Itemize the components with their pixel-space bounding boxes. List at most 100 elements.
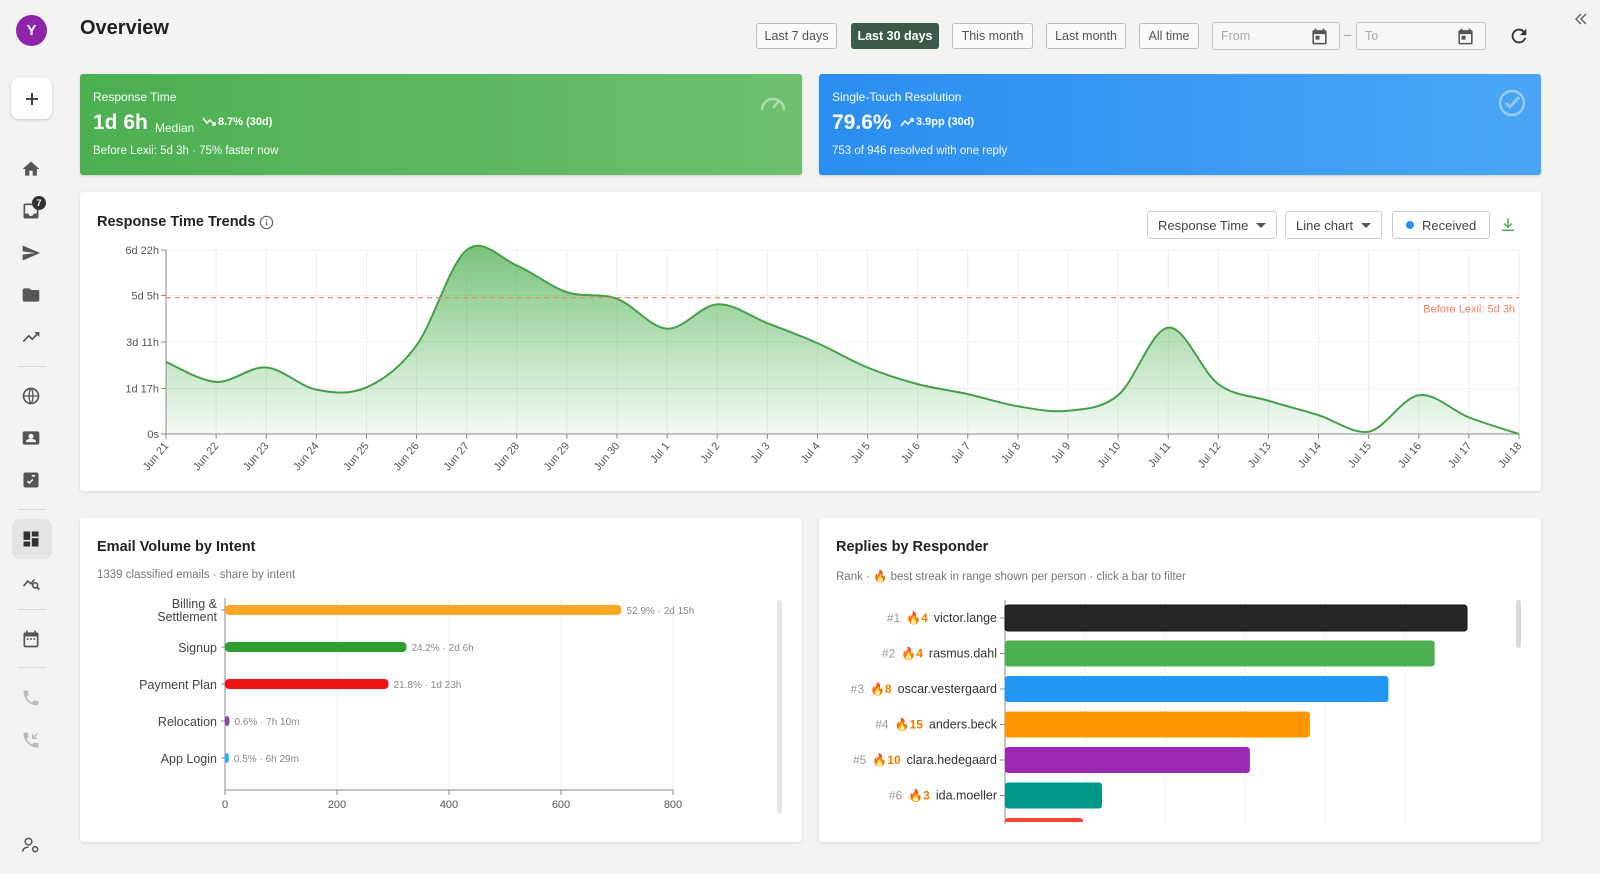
user-settings-icon[interactable] [19, 833, 43, 857]
y-tick-label: 5d 5h [131, 290, 159, 302]
checklist-icon[interactable] [19, 468, 43, 492]
bar-label: 24.2% · 2d 6h [411, 643, 473, 654]
intent-chart: 0 200 400 600 800 Billing &Settlement 52.9% · … [139, 597, 694, 811]
range-this-month[interactable]: This month [952, 23, 1033, 49]
to-date-field[interactable]: To [1356, 22, 1486, 50]
x-tick-label: Jun 25 [341, 440, 371, 473]
globe-icon[interactable] [19, 384, 43, 408]
responder-name: ida.moeller [936, 789, 997, 803]
x-tick-label: Jun 26 [391, 440, 421, 473]
response-time-card: Response Time 1d 6h Median 8.7% (30d) Be… [80, 74, 802, 175]
range-all-time[interactable]: All time [1139, 23, 1199, 49]
from-date-field[interactable]: From [1212, 22, 1340, 50]
sidebar-divider [18, 667, 46, 668]
responder-name: victor.lange [934, 611, 997, 625]
card-title: Replies by Responder [836, 539, 989, 555]
home-icon[interactable] [19, 157, 43, 181]
add-button[interactable] [11, 78, 52, 119]
calendar-icon[interactable] [1456, 27, 1475, 46]
x-tick-label: Jul 18 [1496, 440, 1524, 470]
bar [225, 753, 229, 763]
missed-call-icon[interactable] [19, 728, 43, 752]
category-label: Settlement [157, 610, 217, 624]
category-label: Signup [178, 641, 217, 655]
bar [1005, 782, 1103, 809]
bar [1005, 747, 1250, 773]
trending-icon[interactable] [19, 325, 43, 349]
folder-icon[interactable] [19, 283, 43, 307]
scrollbar[interactable] [1516, 600, 1521, 648]
chart-type-select[interactable]: Line chart [1285, 211, 1383, 239]
collapse-panel-icon[interactable] [1573, 11, 1589, 27]
calendar-icon[interactable] [1310, 27, 1329, 46]
x-tick-label: Jul 4 [799, 440, 823, 466]
x-tick-label: Jun 23 [241, 440, 271, 473]
bar-label: 21.8% · 1d 23h [394, 680, 462, 691]
x-tick-label: Jul 3 [748, 440, 772, 466]
reference-label: Before Lexii: 5d 3h [1423, 304, 1515, 316]
category-label: Payment Plan [139, 678, 217, 692]
x-tick-label: Jun 27 [442, 440, 472, 473]
kpi-sub: Median [155, 121, 195, 135]
y-tick-label: 0s [147, 429, 159, 441]
single-touch-resolution-card: Single-Touch Resolution 79.6% 3.9pp (30d… [819, 74, 1541, 175]
card-subtitle: Rank · 🔥 best streak in range shown per … [836, 571, 1186, 583]
range-last-month[interactable]: Last month [1046, 23, 1126, 49]
x-tick-label: 800 [664, 799, 682, 811]
x-tick-label: 400 [440, 799, 458, 811]
kpi-trend: 8.7% (30d) [202, 116, 272, 128]
rank-label: #5 [853, 753, 867, 767]
kpi-footer: 753 of 946 resolved with one reply [832, 145, 1008, 157]
x-tick-label: Jul 7 [949, 440, 973, 466]
bar-label: 0.6% · 7h 10m [234, 717, 299, 728]
phone-icon[interactable] [19, 686, 43, 710]
download-icon[interactable] [1499, 216, 1517, 234]
inbox-icon[interactable] [19, 199, 43, 223]
kpi-trend-value: 3.9pp (30d) [916, 116, 975, 128]
inbox-badge: 7 [32, 196, 46, 210]
x-tick-label: Jun 24 [291, 440, 321, 473]
trending-up-icon [900, 118, 914, 127]
metric-select-value: Response Time [1158, 217, 1249, 233]
x-tick-label: Jul 14 [1296, 440, 1324, 470]
contacts-icon[interactable] [19, 426, 43, 450]
x-tick-label: Jul 12 [1196, 440, 1224, 470]
caret-down-icon [1361, 222, 1372, 228]
kpi-trend-value: 8.7% (30d) [218, 116, 273, 128]
received-toggle[interactable]: Received [1392, 211, 1491, 239]
refresh-icon[interactable] [1508, 25, 1530, 47]
dashboard-icon[interactable] [19, 527, 43, 551]
calendar-icon[interactable] [19, 627, 43, 651]
to-placeholder: To [1365, 29, 1379, 43]
kpi-footer: Before Lexii: 5d 3h · 75% faster now [93, 145, 279, 157]
analytics-icon[interactable] [19, 570, 43, 594]
series-line [165, 244, 1520, 435]
info-icon[interactable] [259, 215, 274, 230]
x-tick-label: 600 [552, 799, 570, 811]
bar [1004, 604, 1468, 632]
streak-badge: 🔥3 [908, 789, 930, 803]
y-tick-label: 1d 17h [125, 384, 159, 396]
x-tick-label: 200 [328, 799, 346, 811]
kpi-label: Response Time [93, 90, 177, 104]
x-tick-label: Jun 28 [492, 440, 522, 473]
bar [225, 716, 230, 726]
x-tick-label: Jul 2 [698, 440, 722, 466]
range-last-7-days[interactable]: Last 7 days [756, 23, 837, 49]
kpi-trend: 3.9pp (30d) [900, 116, 974, 128]
range-last-30-days[interactable]: Last 30 days [851, 23, 939, 49]
send-icon[interactable] [19, 241, 43, 265]
card-title: Response Time Trends [97, 214, 256, 230]
page-title: Overview [80, 17, 169, 39]
speedometer-icon [760, 97, 786, 111]
sidebar-divider [18, 509, 46, 510]
metric-select[interactable]: Response Time [1147, 211, 1278, 239]
avatar[interactable]: Y [16, 15, 47, 46]
bar [1005, 676, 1389, 702]
bar [225, 642, 407, 652]
kpi-value: 79.6% [832, 111, 892, 134]
bar-partial [1005, 818, 1083, 822]
bar [1005, 640, 1435, 667]
scrollbar[interactable] [777, 600, 782, 814]
x-tick-label: Jul 11 [1146, 440, 1174, 470]
